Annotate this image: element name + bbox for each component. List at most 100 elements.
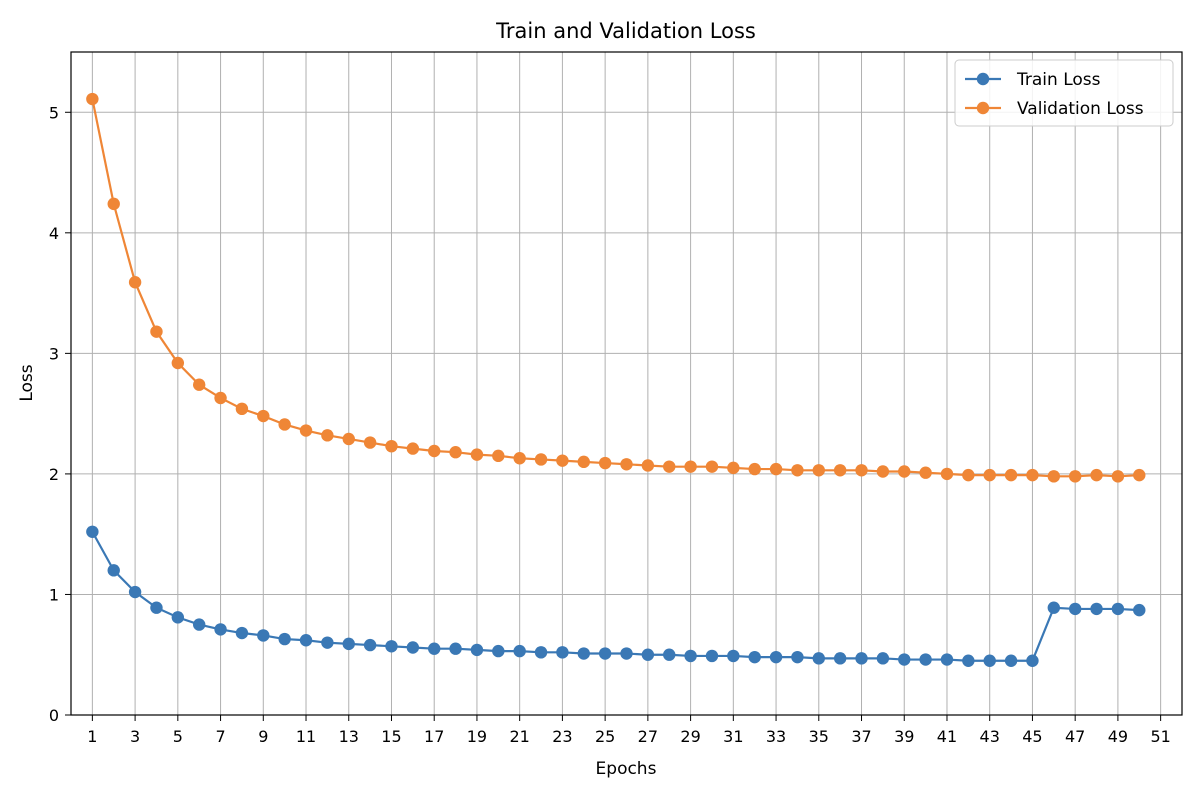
data-point bbox=[192, 378, 206, 391]
y-axis-ticks: 0 1 2 3 4 5 bbox=[49, 103, 71, 725]
data-point bbox=[898, 653, 911, 666]
data-point bbox=[577, 455, 590, 469]
data-point bbox=[1004, 654, 1018, 667]
data-point bbox=[513, 452, 526, 465]
series-validation-loss bbox=[86, 92, 1146, 483]
x-tick-label: 33 bbox=[766, 727, 786, 746]
x-tick-label: 7 bbox=[215, 727, 225, 746]
data-point bbox=[705, 649, 719, 663]
y-axis-label: Loss bbox=[17, 364, 37, 401]
x-tick-label: 23 bbox=[552, 727, 572, 746]
data-point bbox=[748, 462, 761, 476]
legend: Train Loss Validation Loss bbox=[954, 59, 1174, 127]
data-point bbox=[983, 468, 996, 482]
data-point bbox=[620, 647, 633, 660]
data-point bbox=[1068, 470, 1082, 483]
data-point bbox=[385, 640, 398, 653]
data-point bbox=[86, 525, 99, 538]
data-point bbox=[812, 652, 825, 665]
x-axis-ticks: 1 3 5 7 9 11 13 15 17 19 21 23 25 27 29 31 33 35 37 39 41 43 4… bbox=[87, 715, 1171, 746]
data-point bbox=[299, 424, 313, 437]
data-point bbox=[278, 632, 291, 646]
data-point bbox=[1068, 602, 1082, 616]
data-point bbox=[577, 647, 590, 660]
x-tick-label: 27 bbox=[638, 727, 658, 746]
data-point bbox=[214, 391, 227, 405]
x-tick-label: 31 bbox=[723, 727, 743, 746]
x-tick-label: 51 bbox=[1150, 727, 1170, 746]
data-point bbox=[492, 644, 505, 658]
data-point bbox=[833, 464, 847, 477]
data-point bbox=[684, 460, 697, 473]
data-point bbox=[663, 460, 676, 473]
data-point bbox=[342, 432, 355, 446]
data-point bbox=[727, 461, 740, 475]
legend-item: Validation Loss bbox=[965, 99, 1144, 119]
data-point bbox=[791, 650, 804, 664]
data-point bbox=[342, 637, 355, 651]
data-point bbox=[492, 449, 505, 463]
data-point bbox=[556, 646, 569, 659]
data-point bbox=[769, 462, 783, 476]
data-point bbox=[855, 464, 868, 477]
grid bbox=[71, 52, 1182, 716]
x-tick-label: 49 bbox=[1108, 727, 1128, 746]
data-point bbox=[727, 649, 740, 663]
data-point bbox=[406, 442, 420, 455]
data-point bbox=[641, 459, 655, 472]
data-point bbox=[428, 642, 441, 655]
data-point bbox=[919, 653, 932, 666]
data-point bbox=[150, 601, 163, 614]
y-tick-label: 0 bbox=[49, 706, 59, 725]
data-point bbox=[833, 652, 847, 665]
data-point bbox=[1133, 468, 1146, 482]
data-point bbox=[171, 611, 185, 624]
data-point bbox=[962, 654, 975, 667]
data-point bbox=[257, 629, 270, 642]
data-point bbox=[598, 647, 612, 660]
data-point bbox=[663, 648, 676, 661]
data-point bbox=[1047, 601, 1061, 614]
x-tick-label: 17 bbox=[424, 727, 444, 746]
x-tick-label: 41 bbox=[937, 727, 957, 746]
legend-marker bbox=[976, 72, 990, 86]
data-point bbox=[769, 650, 783, 664]
plot-frame bbox=[70, 51, 1183, 716]
data-point bbox=[86, 92, 99, 106]
data-point bbox=[962, 468, 975, 482]
data-point bbox=[321, 429, 334, 442]
data-point bbox=[107, 564, 120, 577]
data-point bbox=[235, 626, 249, 640]
y-tick-label: 3 bbox=[49, 344, 59, 363]
data-point bbox=[128, 585, 142, 599]
data-point bbox=[940, 653, 954, 666]
series-layer bbox=[86, 92, 1146, 667]
series-train-loss bbox=[86, 525, 1146, 667]
x-tick-label: 5 bbox=[173, 727, 183, 746]
data-point bbox=[128, 276, 142, 289]
data-point bbox=[513, 644, 526, 658]
y-tick-label: 1 bbox=[49, 585, 59, 604]
data-point bbox=[1026, 654, 1039, 667]
data-point bbox=[534, 453, 548, 466]
data-point bbox=[299, 634, 313, 647]
data-point bbox=[1047, 470, 1061, 483]
data-point bbox=[1004, 468, 1018, 482]
data-point bbox=[385, 439, 398, 453]
x-tick-label: 35 bbox=[809, 727, 829, 746]
x-tick-label: 45 bbox=[1022, 727, 1042, 746]
x-tick-label: 21 bbox=[509, 727, 529, 746]
data-point bbox=[684, 649, 697, 663]
x-tick-label: 19 bbox=[467, 727, 487, 746]
series-line-validation-loss bbox=[91, 98, 1140, 478]
x-tick-label: 13 bbox=[339, 727, 359, 746]
data-point bbox=[556, 454, 569, 467]
data-point bbox=[1026, 468, 1039, 482]
data-point bbox=[214, 623, 227, 636]
y-tick-label: 5 bbox=[49, 103, 59, 122]
data-point bbox=[449, 446, 462, 459]
x-tick-label: 29 bbox=[680, 727, 700, 746]
series-line-train-loss bbox=[91, 531, 1140, 662]
data-point bbox=[257, 409, 270, 423]
